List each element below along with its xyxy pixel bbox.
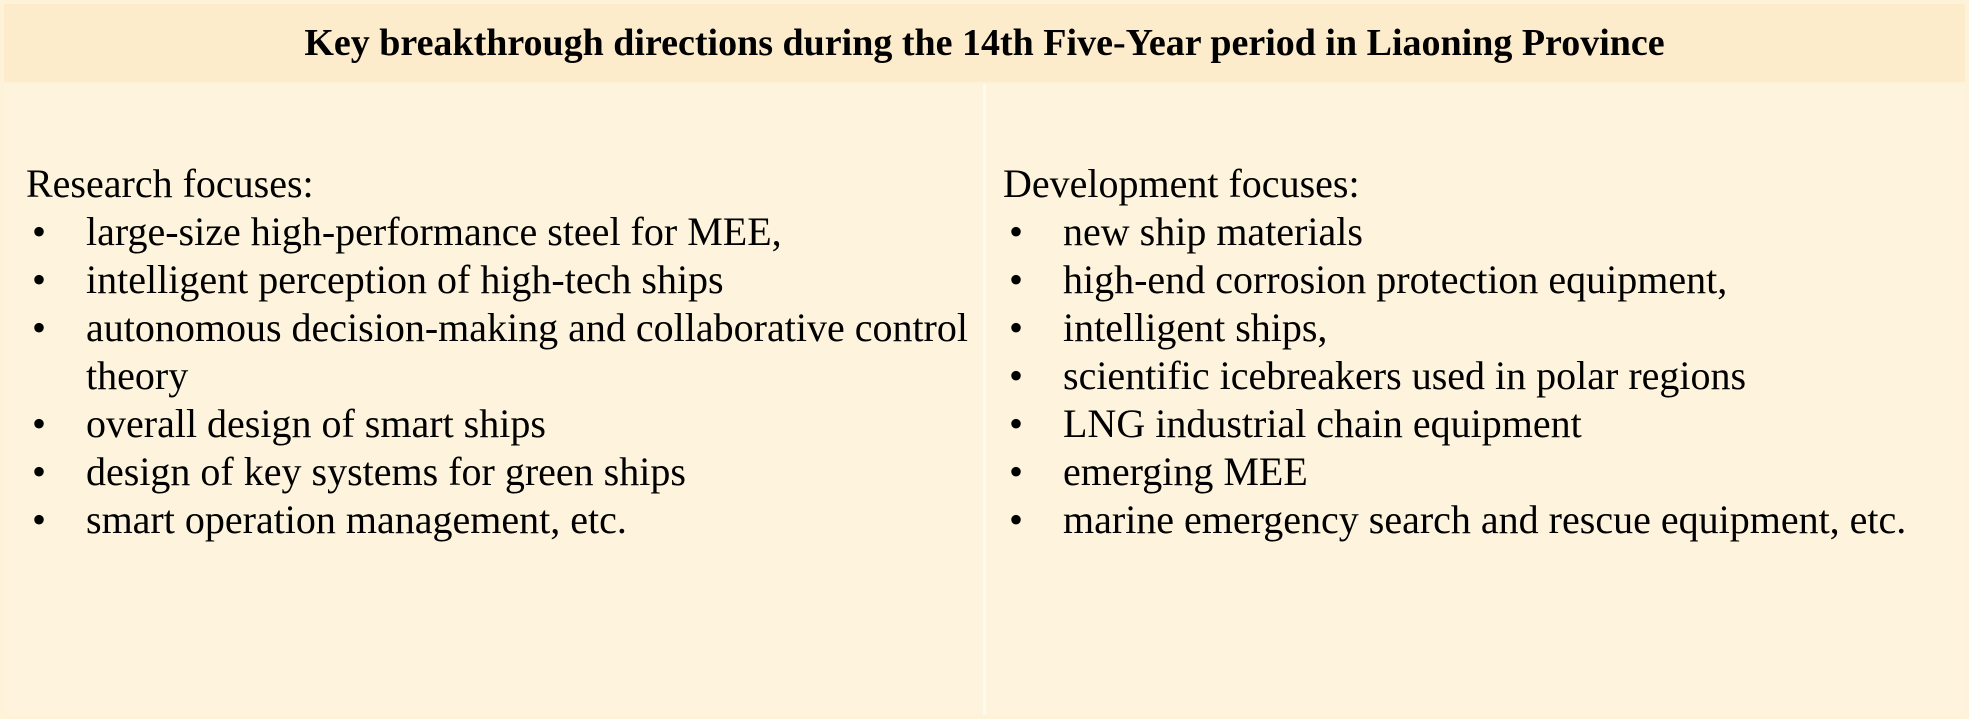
list-item-text: large-size high-performance steel for ME… [86, 209, 782, 254]
list-item-text: scientific icebreakers used in polar reg… [1063, 353, 1747, 398]
bullet-icon: • [32, 401, 47, 446]
list-item-text: marine emergency search and rescue equip… [1063, 497, 1907, 542]
bullet-icon: • [1009, 209, 1024, 254]
page-title: Key breakthrough directions during the 1… [304, 22, 1665, 64]
list-item-text: intelligent ships, [1063, 305, 1328, 350]
list-item-text: LNG industrial chain equipment [1063, 401, 1582, 446]
list-item-text: emerging MEE [1063, 449, 1308, 494]
research-heading: Research focuses: [26, 161, 314, 206]
list-item: • marine emergency search and rescue equ… [1003, 496, 1958, 544]
bullet-icon: • [32, 209, 47, 254]
list-item: • large-size high-performance steel for … [26, 208, 971, 256]
bullet-icon: • [1009, 497, 1024, 542]
list-item: • new ship materials [1003, 208, 1958, 256]
list-item-text: new ship materials [1063, 209, 1363, 254]
research-list: • large-size high-performance steel for … [26, 208, 971, 544]
development-column: Development focuses: • new ship material… [1003, 160, 1958, 544]
bullet-icon: • [32, 257, 47, 302]
list-item: • autonomous decision-making and collabo… [26, 304, 971, 400]
list-item-text: overall design of smart ships [86, 401, 546, 446]
bullet-icon: • [32, 449, 47, 494]
research-column: Research focuses: • large-size high-perf… [26, 160, 971, 544]
list-item-text: autonomous decision-making and collabora… [86, 305, 968, 398]
list-item-text: smart operation management, etc. [86, 497, 627, 542]
list-item: • emerging MEE [1003, 448, 1958, 496]
list-item: • LNG industrial chain equipment [1003, 400, 1958, 448]
bullet-icon: • [1009, 353, 1024, 398]
bullet-icon: • [1009, 449, 1024, 494]
list-item: • intelligent perception of high-tech sh… [26, 256, 971, 304]
development-list: • new ship materials • high-end corrosio… [1003, 208, 1958, 544]
list-item: • design of key systems for green ships [26, 448, 971, 496]
bullet-icon: • [32, 497, 47, 542]
development-heading: Development focuses: [1003, 161, 1360, 206]
bullet-icon: • [1009, 305, 1024, 350]
list-item: • intelligent ships, [1003, 304, 1958, 352]
bullet-icon: • [1009, 401, 1024, 446]
column-divider [983, 84, 986, 715]
list-item: • smart operation management, etc. [26, 496, 971, 544]
bullet-icon: • [1009, 257, 1024, 302]
list-item: • overall design of smart ships [26, 400, 971, 448]
list-item-text: high-end corrosion protection equipment, [1063, 257, 1728, 302]
bullet-icon: • [32, 305, 47, 350]
list-item-text: intelligent perception of high-tech ship… [86, 257, 724, 302]
list-item-text: design of key systems for green ships [86, 449, 686, 494]
header-bar: Key breakthrough directions during the 1… [4, 4, 1965, 82]
list-item: • scientific icebreakers used in polar r… [1003, 352, 1958, 400]
list-item: • high-end corrosion protection equipmen… [1003, 256, 1958, 304]
